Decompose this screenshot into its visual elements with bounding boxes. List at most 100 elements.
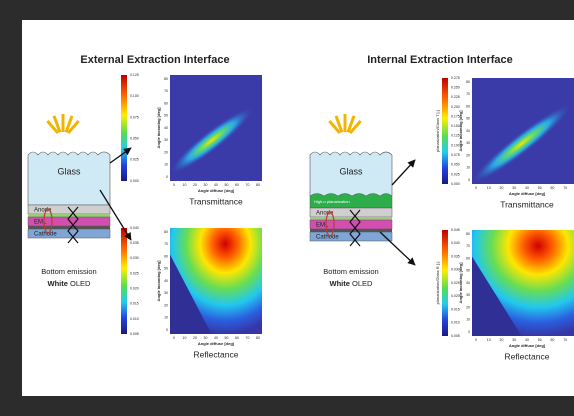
x-tick: 70 — [563, 338, 567, 342]
x-tick: 30 — [204, 183, 208, 187]
caption: Bottom emission — [323, 267, 378, 276]
ray-path — [349, 209, 361, 247]
colorbar-tick: 0.025 — [451, 172, 460, 176]
device-bold: White — [330, 279, 350, 288]
layer-label: Cathode — [34, 232, 57, 238]
ray-path — [67, 206, 79, 244]
x-tick: 70 — [563, 186, 567, 190]
x-tick: 40 — [525, 338, 529, 342]
x-tick: 60 — [551, 186, 555, 190]
x-tick: 80 — [256, 336, 260, 340]
panel-title: External Extraction Interface — [80, 54, 229, 66]
x-tick: 70 — [246, 183, 250, 187]
device-bold: White — [48, 279, 68, 288]
axis-label: Angle diffuse [deg] — [509, 343, 546, 348]
emitter — [325, 211, 335, 237]
colorbar-tick: 0.125 — [130, 73, 139, 77]
layer — [310, 217, 392, 220]
colorbar-tick: 0.025 — [130, 271, 139, 275]
plot-caption: Transmittance — [189, 196, 243, 206]
emitter — [43, 208, 53, 234]
colorbar-tick: 0.010 — [451, 321, 460, 325]
layer — [28, 214, 110, 217]
colorbar-tick: 0.200 — [451, 105, 460, 109]
light-ray — [52, 115, 62, 133]
x-tick: 10 — [487, 186, 491, 190]
colorbar-tick: 0.000 — [451, 182, 460, 186]
y-tick: 40 — [164, 126, 168, 130]
light-ray — [46, 120, 59, 134]
x-tick: 40 — [214, 336, 218, 340]
layer-label: High-n planarization — [314, 199, 350, 204]
x-tick: 30 — [512, 338, 516, 342]
y-tick: 40 — [466, 129, 470, 133]
axis-label: Angle incoming [deg] — [156, 260, 161, 302]
x-tick: 50 — [225, 183, 229, 187]
x-tick: 50 — [538, 186, 542, 190]
y-tick: 40 — [466, 281, 470, 285]
layer-label: Anode — [316, 211, 334, 217]
x-tick: 80 — [256, 183, 260, 187]
device-name: White OLED — [48, 279, 92, 288]
y-tick: 60 — [164, 101, 168, 105]
colorbar-tick: 0.035 — [451, 254, 460, 258]
arrow — [391, 159, 416, 186]
heatmap-empty — [472, 256, 522, 336]
y-tick: 50 — [466, 269, 470, 273]
x-tick: 60 — [551, 338, 555, 342]
heatmap-band — [470, 103, 573, 184]
colorbar-tick: 0.025 — [451, 281, 460, 285]
colorbar-tick: 0.030 — [130, 256, 139, 260]
y-tick: 70 — [466, 244, 470, 248]
y-tick: 0 — [468, 178, 470, 182]
layer-label: EML — [316, 223, 329, 229]
colorbar — [442, 230, 448, 336]
colorbar-tick: 0.010 — [130, 317, 139, 321]
y-tick: 10 — [164, 163, 168, 167]
x-tick: 50 — [538, 338, 542, 342]
x-tick: 40 — [525, 186, 529, 190]
layer-label: Glass — [339, 166, 363, 176]
colorbar-tick: 0.075 — [130, 115, 139, 119]
light-ray — [334, 115, 344, 133]
y-tick: 70 — [164, 242, 168, 246]
device-type: OLED — [352, 279, 373, 288]
axis-label: Angle diffuse [deg] — [509, 191, 546, 196]
y-tick: 10 — [164, 316, 168, 320]
layer-label: Cathode — [316, 235, 339, 241]
heatmap-empty — [170, 254, 212, 334]
x-tick: 20 — [193, 336, 197, 340]
y-tick: 40 — [164, 279, 168, 283]
device-type: OLED — [70, 279, 91, 288]
colorbar-tick: 0.075 — [451, 153, 460, 157]
colorbar-tick: 0.000 — [130, 179, 139, 183]
y-tick: 50 — [466, 117, 470, 121]
colorbar-tick: 0.050 — [130, 137, 139, 141]
colorbar-tick: 0.030 — [451, 268, 460, 272]
light-ray — [346, 115, 356, 133]
arrow — [99, 189, 132, 241]
colorbar-tick: 0.045 — [451, 228, 460, 232]
x-tick: 50 — [225, 336, 229, 340]
axis-label: Angle diffuse [deg] — [198, 188, 235, 193]
y-tick: 20 — [466, 305, 470, 309]
x-tick: 60 — [235, 336, 239, 340]
colorbar-tick: 0.015 — [130, 302, 139, 306]
colorbar-tick: 0.040 — [451, 241, 460, 245]
glass-layer — [309, 151, 393, 197]
colorbar — [121, 228, 127, 334]
heatmap-band — [168, 106, 254, 175]
y-tick: 80 — [466, 80, 470, 84]
y-tick: 20 — [466, 153, 470, 157]
side-label: planarization/Glass T [-] — [435, 110, 440, 152]
colorbar-tick: 0.005 — [130, 332, 139, 336]
x-tick: 40 — [214, 183, 218, 187]
x-tick: 10 — [487, 338, 491, 342]
plot-caption: Transmittance — [500, 199, 554, 209]
layer-label: Glass — [57, 166, 81, 176]
y-tick: 30 — [164, 291, 168, 295]
x-tick: 10 — [183, 336, 187, 340]
y-tick: 0 — [166, 175, 168, 179]
y-tick: 30 — [466, 293, 470, 297]
